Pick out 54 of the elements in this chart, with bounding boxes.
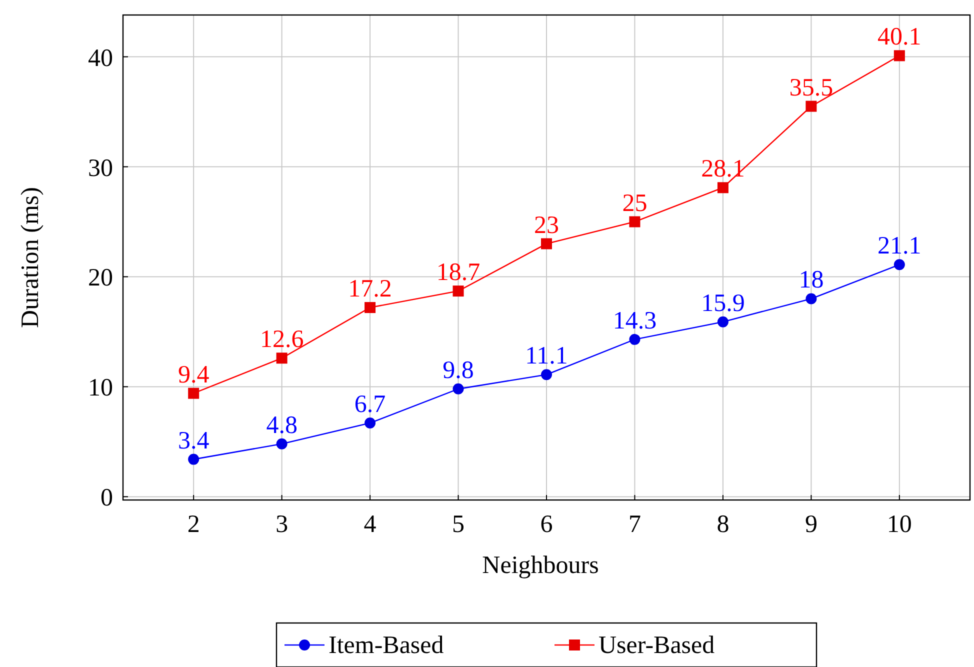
data-label: 17.2 xyxy=(348,276,392,303)
point xyxy=(364,418,376,429)
point xyxy=(717,182,728,194)
point xyxy=(541,369,552,380)
data-label: 6.7 xyxy=(354,391,386,418)
point xyxy=(364,302,376,314)
point xyxy=(717,316,728,328)
point xyxy=(188,388,200,399)
data-label: 9.4 xyxy=(178,361,210,388)
data-label: 9.8 xyxy=(442,356,474,384)
point xyxy=(276,352,288,364)
data-label: 21.1 xyxy=(878,232,922,260)
data-label: 18 xyxy=(798,266,824,294)
data-label: 4.8 xyxy=(266,412,298,439)
x-axis-title: Neighbours xyxy=(482,552,599,579)
x-tick-label: 4 xyxy=(364,511,377,538)
point xyxy=(629,216,640,228)
data-label: 25 xyxy=(622,190,648,217)
x-tick-label: 7 xyxy=(628,511,641,538)
data-label: 28.1 xyxy=(701,156,745,183)
x-tick-label: 10 xyxy=(886,511,912,538)
legend-label: Item-Based xyxy=(328,632,444,659)
y-tick-label: 10 xyxy=(88,374,113,402)
point xyxy=(629,334,640,345)
data-label: 3.4 xyxy=(178,427,210,454)
data-label: 35.5 xyxy=(789,74,834,102)
data-label: 11.1 xyxy=(525,342,568,370)
y-tick-label: 30 xyxy=(88,154,113,182)
x-tick-label: 2 xyxy=(187,511,200,538)
data-label: 15.9 xyxy=(701,290,745,317)
point xyxy=(188,454,200,465)
x-tick-label: 8 xyxy=(716,511,730,538)
y-axis-title: Duration (ms) xyxy=(17,187,44,328)
point xyxy=(452,286,464,297)
point xyxy=(894,259,905,270)
x-tick-label: 3 xyxy=(276,511,288,538)
x-tick-label: 6 xyxy=(540,511,553,538)
y-tick-label: 0 xyxy=(100,484,113,512)
legend-label: User-Based xyxy=(598,632,716,659)
point xyxy=(806,100,817,112)
data-label: 40.1 xyxy=(878,24,922,51)
point xyxy=(276,438,288,450)
x-tick-label: 9 xyxy=(804,511,818,538)
point xyxy=(894,50,905,62)
point xyxy=(806,293,817,304)
data-label: 12.6 xyxy=(260,326,304,354)
y-tick-label: 20 xyxy=(88,264,113,292)
data-label: 14.3 xyxy=(612,307,657,334)
y-tick-label: 40 xyxy=(88,44,113,72)
data-label: 18.7 xyxy=(436,259,480,286)
data-label: 23 xyxy=(534,212,559,239)
point xyxy=(452,383,464,394)
x-tick-label: 5 xyxy=(452,511,465,538)
point xyxy=(541,238,552,250)
